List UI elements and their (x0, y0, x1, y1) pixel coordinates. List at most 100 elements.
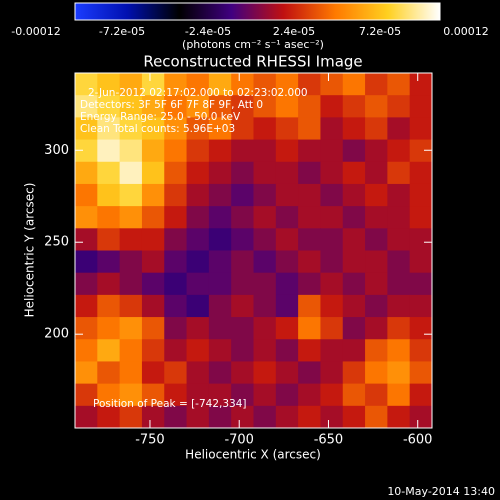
heatmap-cell (320, 405, 344, 429)
heatmap-cell (387, 383, 411, 407)
heatmap-cell (320, 228, 344, 251)
heatmap-cell (208, 95, 232, 118)
heatmap-cell (298, 294, 321, 318)
overlay: -0.00012 -7.2e-05 -2.4e-05 2.4e-05 7.2e-05 0.… (11, 25, 488, 448)
heatmap-cell (253, 317, 277, 340)
heatmap-cell (231, 183, 254, 207)
heatmap-cell (275, 206, 299, 229)
heatmap-cell (342, 95, 366, 118)
heatmap-cell (164, 317, 188, 340)
heatmap-cell (253, 294, 277, 318)
heatmap-cell (231, 73, 254, 96)
heatmap-cell (231, 228, 254, 251)
heatmap-cell (298, 73, 321, 96)
heatmap-cell (298, 317, 321, 340)
heatmap-cell (97, 139, 121, 163)
heatmap-cell (298, 95, 321, 118)
heatmap-cell (164, 383, 188, 407)
heatmap-cell (119, 339, 143, 362)
heatmap-cell (365, 117, 388, 141)
heatmap-cell (409, 228, 433, 251)
heatmap-cell (97, 383, 121, 407)
heatmap-cell (320, 183, 344, 207)
heatmap-cell (342, 183, 366, 207)
heatmap-cell (141, 161, 165, 185)
heatmap-cell (320, 294, 344, 318)
heatmap-cell (231, 95, 254, 118)
heatmap-cell (320, 317, 344, 340)
heatmap-cell (119, 317, 143, 340)
heatmap-cell (387, 228, 411, 251)
heatmap-cell (141, 317, 165, 340)
heatmap-cell (75, 206, 98, 229)
heatmap-cell (253, 117, 277, 141)
heatmap-cell (119, 405, 143, 429)
heatmap-cell (208, 250, 232, 274)
heatmap-cell (365, 95, 388, 118)
heatmap-cell (141, 206, 165, 229)
heatmap-cell (387, 339, 411, 362)
heatmap-cell (342, 361, 366, 385)
heatmap-cell (365, 361, 388, 385)
heatmap-cell (342, 272, 366, 296)
heatmap-cell (75, 272, 98, 296)
heatmap-cell (119, 206, 143, 229)
heatmap-cell (208, 361, 232, 385)
heatmap-cell (208, 317, 232, 340)
heatmap-cell (253, 161, 277, 185)
heatmap-cell (387, 139, 411, 163)
heatmap-cell (253, 405, 277, 429)
heatmap-cell (141, 339, 165, 362)
heatmap-cell (119, 73, 143, 96)
heatmap (75, 73, 433, 429)
heatmap-cell (164, 73, 188, 96)
heatmap-cell (342, 139, 366, 163)
colorbar-tick-label: 0.00012 (443, 25, 489, 38)
heatmap-cell (275, 161, 299, 185)
heatmap-cell (387, 250, 411, 274)
heatmap-cell (231, 250, 254, 274)
heatmap-cell (75, 228, 98, 251)
x-tick-label: -650 (314, 433, 344, 448)
x-tick-label: -600 (403, 433, 433, 448)
heatmap-cell (275, 139, 299, 163)
colorbar-label: (photons cm⁻² s⁻¹ asec⁻²) (182, 38, 324, 51)
heatmap-cell (97, 161, 121, 185)
heatmap-cell (186, 250, 210, 274)
heatmap-cell (164, 272, 188, 296)
heatmap-cell (365, 294, 388, 318)
heatmap-cell (208, 161, 232, 185)
heatmap-cell (342, 339, 366, 362)
heatmap-cell (365, 161, 388, 185)
heatmap-cell (141, 228, 165, 251)
heatmap-cell (119, 383, 143, 407)
heatmap-cell (409, 183, 433, 207)
heatmap-cell (141, 183, 165, 207)
heatmap-cell (186, 405, 210, 429)
heatmap-cell (409, 73, 433, 96)
heatmap-cell (186, 339, 210, 362)
heatmap-cell (119, 250, 143, 274)
y-tick-label: 200 (44, 327, 69, 342)
heatmap-cell (320, 117, 344, 141)
heatmap-cell (409, 206, 433, 229)
heatmap-cell (298, 161, 321, 185)
heatmap-cell (208, 294, 232, 318)
heatmap-cell (119, 228, 143, 251)
annotation: 2-Jun-2012 02:17:02.000 to 02:23:02.000 (88, 87, 308, 99)
heatmap-cell (231, 361, 254, 385)
timestamp: 10-May-2014 13:40 (387, 485, 495, 498)
heatmap-cell (97, 183, 121, 207)
heatmap-cell (298, 383, 321, 407)
heatmap-cell (231, 317, 254, 340)
heatmap-cell (164, 139, 188, 163)
heatmap-cell (342, 294, 366, 318)
heatmap-cell (141, 294, 165, 318)
heatmap-cell (387, 117, 411, 141)
heatmap-cell (75, 117, 98, 141)
heatmap-cell (298, 405, 321, 429)
heatmap-cell (365, 183, 388, 207)
heatmap-cell (275, 405, 299, 429)
heatmap-cell (208, 272, 232, 296)
heatmap-cell (119, 139, 143, 163)
